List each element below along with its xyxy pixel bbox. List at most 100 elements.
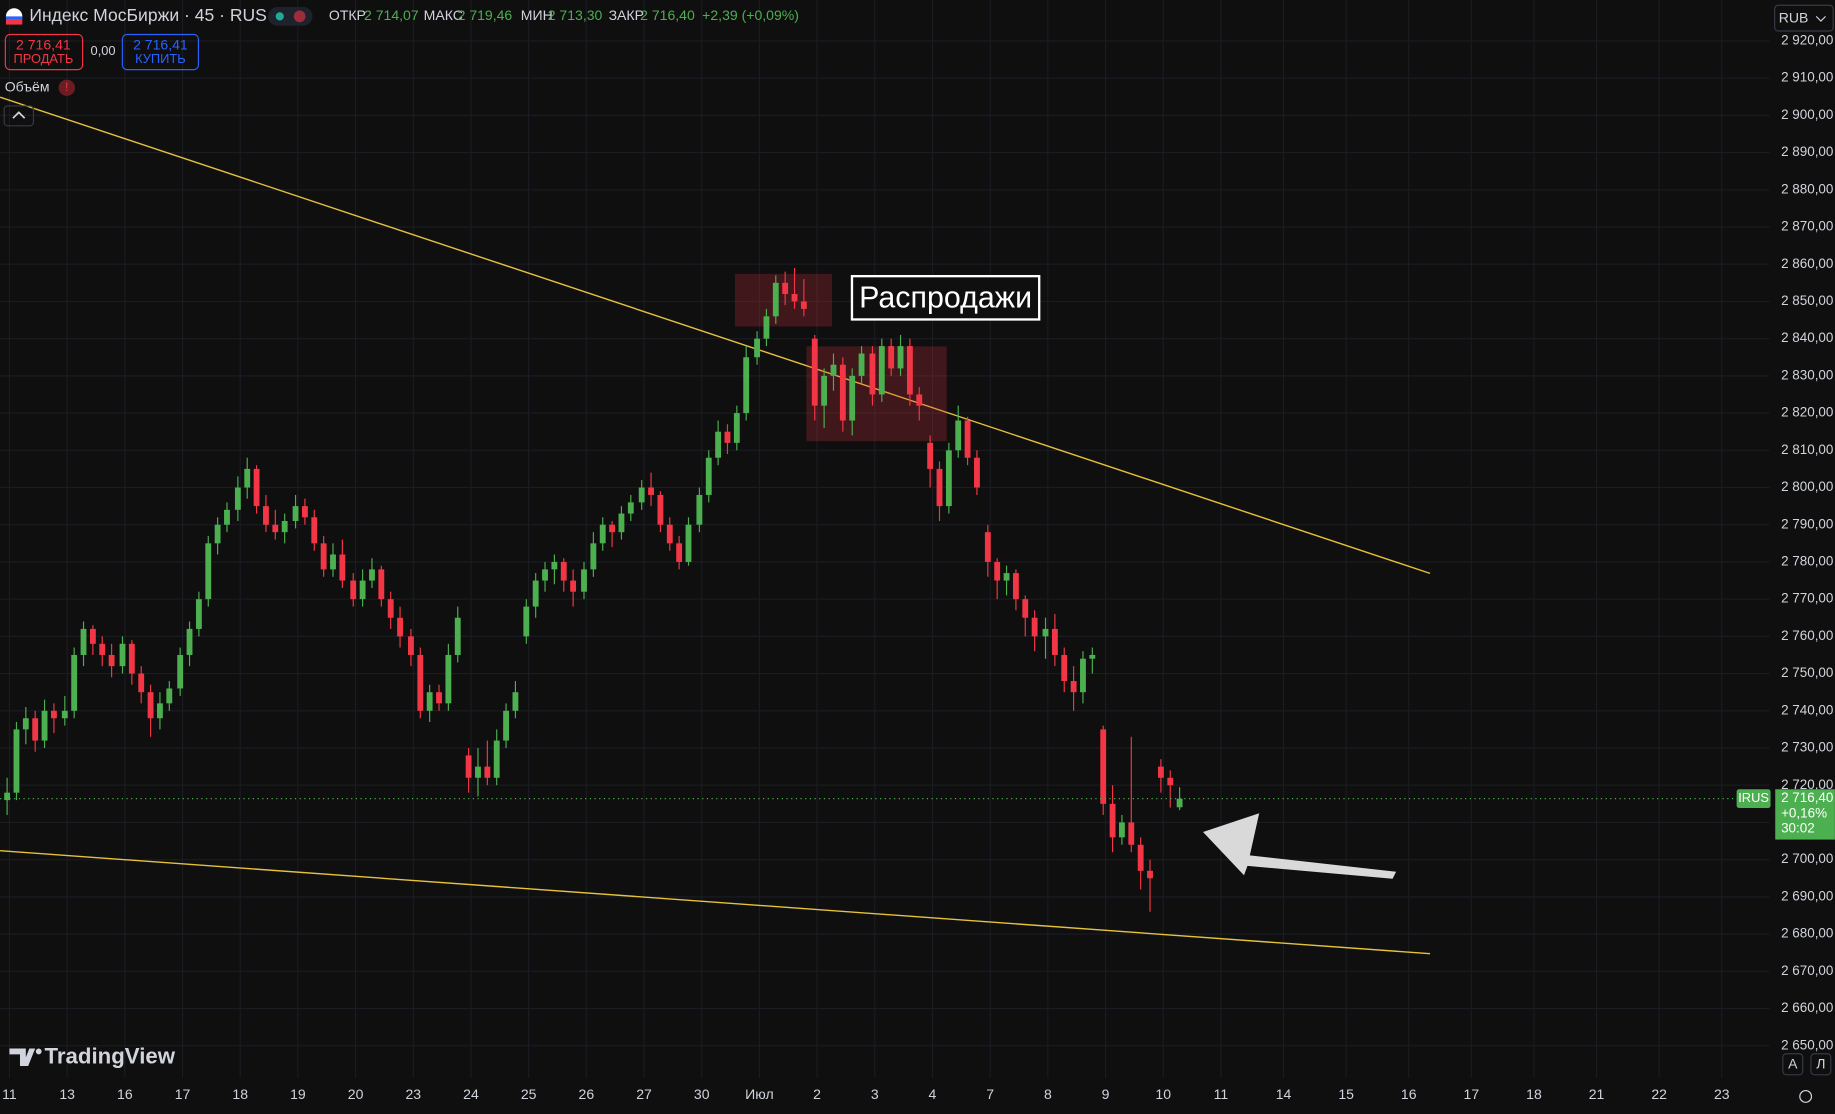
y-tick-label: 2 700,00 [1781,851,1833,866]
highlight-box [806,346,947,442]
y-tick-label: 2 840,00 [1781,330,1833,345]
candle-body [772,282,779,317]
currency: RUB [1779,9,1809,25]
candle-body [782,282,789,294]
candle-body [1157,766,1164,778]
candle-body [705,457,712,495]
candle-body [763,316,770,339]
x-tick-label: 24 [463,1086,479,1102]
buy-label: КУПИТЬ [135,51,186,66]
candle-body [696,494,703,525]
y-tick-label: 2 910,00 [1781,70,1833,85]
candle-body [1080,658,1086,693]
y-tick-label: 2 870,00 [1781,219,1833,234]
candle-body [945,450,952,507]
candle-body [560,561,567,581]
sell-button[interactable] [4,33,84,71]
candle-body [292,506,299,521]
auto-scale-button[interactable] [1782,1053,1804,1076]
candle-body [733,413,740,443]
x-tick-label: 22 [1651,1086,1667,1102]
y-tick-label: 2 770,00 [1781,591,1833,606]
log-scale-button[interactable] [1810,1053,1832,1076]
candle-body [897,346,904,369]
y-tick-label: 2 780,00 [1781,553,1833,568]
candle-body [974,457,980,488]
y-tick-label: 2 790,00 [1781,516,1833,531]
last-change: +0,16% [1781,805,1827,820]
candle-body [888,346,895,369]
candle-body [599,524,606,544]
y-tick-label: 2 650,00 [1781,1037,1833,1052]
arrow [1203,813,1397,879]
candle-body [166,688,173,704]
x-tick-label: 15 [1338,1086,1354,1102]
candle-body [715,431,722,458]
y-tick-label: 2 880,00 [1781,181,1833,196]
candle-body [800,301,807,309]
candle-body [523,606,530,637]
buy-button[interactable] [121,33,200,71]
candle-body [618,513,625,533]
ohlc-label: ОТКР [329,7,366,23]
candle-body [638,487,645,503]
flag [5,19,23,25]
x-tick-label: 20 [348,1086,364,1102]
countdown: 30:02 [1781,821,1815,836]
candle-body [177,654,184,689]
x-tick-label: 18 [1526,1086,1542,1102]
y-tick-label: 2 750,00 [1781,665,1833,680]
candle-body [542,569,548,581]
last-price-label: 2 716,40 [1781,790,1833,805]
trend-line [0,850,1431,955]
candle-body [436,692,442,704]
status-dot [293,10,306,23]
x-tick-label: 11 [2,1086,17,1102]
candle-body [984,532,991,562]
y-tick-label: 2 920,00 [1781,32,1833,47]
status-dot [275,12,284,21]
candle-body [1147,870,1153,879]
candle-body [80,628,87,655]
candle-body [244,468,251,488]
candle-body [263,506,269,525]
candle-body [1167,777,1174,786]
candle-body [195,599,202,629]
candle-body [22,718,29,730]
x-tick-label: 16 [117,1086,133,1102]
x-tick-label: 4 [929,1086,937,1102]
candle-body [1119,822,1125,838]
x-tick-label: 2 [813,1086,821,1102]
candle-body [1070,681,1077,693]
y-tick-label: 2 890,00 [1781,144,1833,159]
status-pill[interactable] [268,7,313,26]
y-tick-label: 2 760,00 [1781,628,1833,643]
candle-body [350,580,357,600]
settings-icon[interactable] [1799,1090,1813,1103]
sell-price: 2 716,41 [16,36,71,52]
x-tick-label: 18 [232,1086,248,1102]
candle-body [503,710,509,741]
candle-body [1012,573,1019,600]
currency-button[interactable] [1774,4,1834,32]
candle-body [532,580,539,607]
symbol: Индекс МосБиржи · 45 · RUS [29,5,267,25]
candle-body [454,617,461,655]
ohlc-label: ЗАКР [609,7,644,23]
candle-body [224,509,230,525]
volume-alert-icon[interactable] [58,79,75,96]
candle-body [301,506,308,518]
x-tick-label: 21 [1589,1086,1605,1102]
x-tick-label: 9 [1102,1086,1110,1102]
y-tick-label: 2 800,00 [1781,479,1833,494]
candle-body [378,569,385,600]
y-tick-label: 2 820,00 [1781,405,1833,420]
candle-body [1061,654,1068,682]
candle-body [754,338,760,358]
candle-body [676,543,683,562]
x-tick-label: 30 [694,1086,710,1102]
candle-body [397,617,403,637]
collapse-button[interactable] [3,105,35,127]
